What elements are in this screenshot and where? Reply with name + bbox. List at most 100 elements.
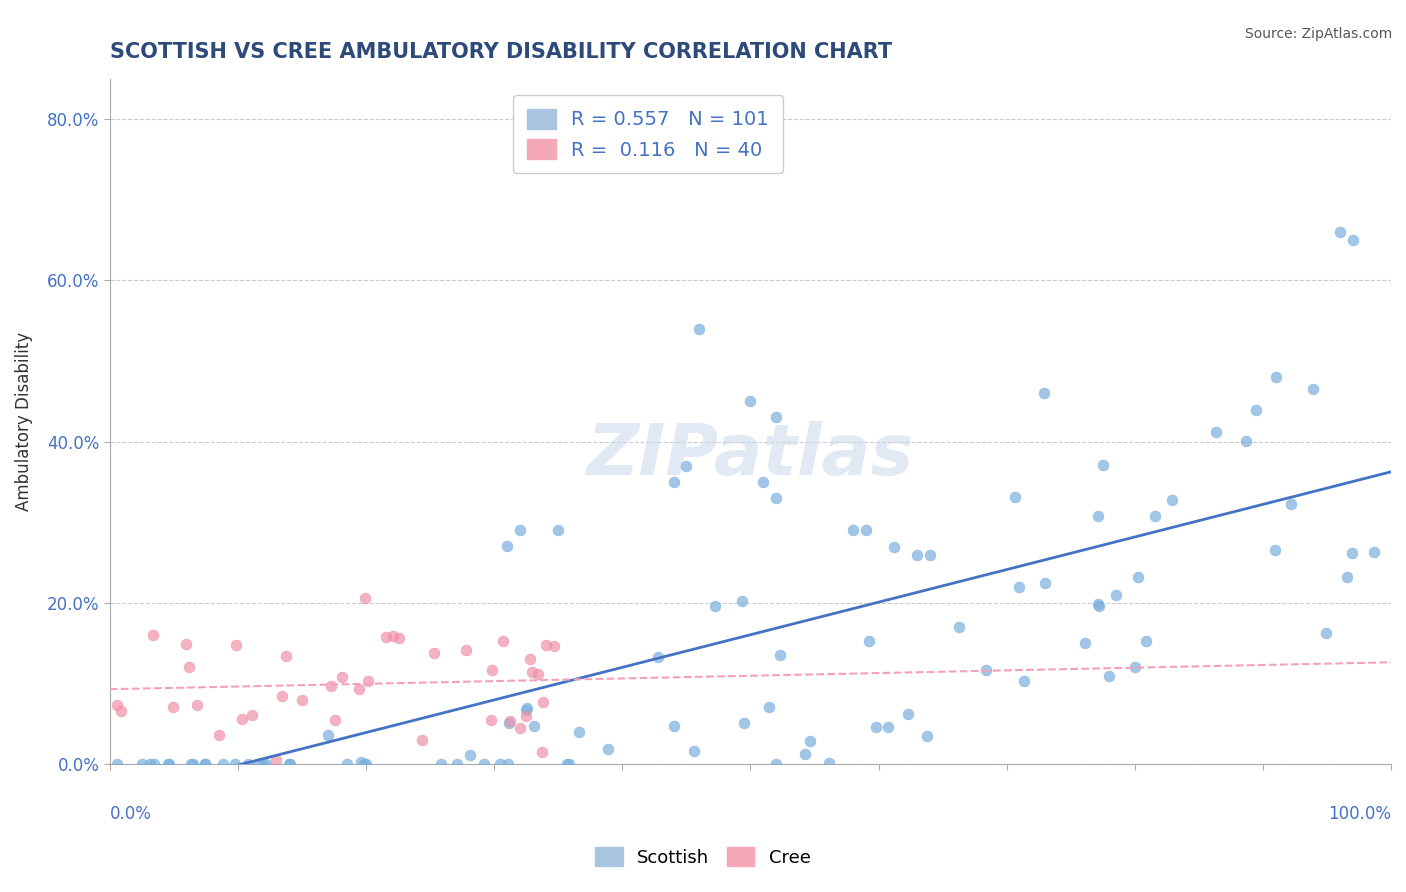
Point (105, 698, 128, 712)
Point (596, 742, 619, 756)
Point (526, 666, 548, 681)
Point (236, 757, 259, 772)
Point (531, 695, 554, 709)
Point (1244, 403, 1267, 417)
Point (515, 709, 537, 723)
Point (1362, 545, 1385, 559)
Point (683, 744, 706, 758)
Point (1012, 673, 1035, 688)
Point (280, 757, 302, 772)
Point (374, 630, 396, 644)
Point (509, 721, 531, 735)
Point (855, 524, 877, 538)
Point (1205, 425, 1227, 439)
Point (647, 649, 669, 664)
Point (858, 634, 880, 648)
Point (794, 747, 817, 761)
Point (1135, 634, 1157, 648)
Point (481, 663, 503, 677)
Point (758, 699, 780, 714)
Text: ZIPatlas: ZIPatlas (586, 421, 914, 491)
Point (179, 659, 201, 673)
Point (247, 757, 270, 772)
Point (877, 720, 900, 734)
Point (1073, 636, 1095, 650)
Point (186, 698, 208, 712)
Point (520, 665, 543, 679)
Point (142, 757, 165, 772)
Point (765, 757, 787, 772)
Point (157, 757, 180, 772)
Point (350, 755, 373, 769)
Point (430, 757, 453, 772)
Text: SCOTTISH VS CREE AMBULATORY DISABILITY CORRELATION CHART: SCOTTISH VS CREE AMBULATORY DISABILITY C… (110, 42, 891, 62)
Point (523, 719, 546, 733)
Point (496, 540, 519, 554)
Point (555, 757, 578, 772)
Text: 0.0%: 0.0% (110, 805, 152, 823)
Y-axis label: Ambulatory Disability: Ambulatory Disability (15, 332, 32, 511)
Point (231, 712, 253, 726)
Point (733, 715, 755, 730)
Point (1123, 660, 1146, 674)
Point (897, 707, 920, 722)
Point (662, 475, 685, 489)
Point (768, 648, 790, 663)
Point (336, 757, 359, 772)
Point (181, 757, 204, 772)
Point (842, 524, 865, 538)
Point (225, 638, 247, 652)
Point (1315, 625, 1337, 640)
Point (765, 491, 787, 505)
Point (1004, 490, 1026, 504)
Point (1087, 597, 1109, 611)
Point (1032, 385, 1054, 400)
Point (752, 475, 775, 489)
Text: 100.0%: 100.0% (1329, 805, 1391, 823)
Point (818, 756, 841, 770)
Legend: Scottish, Cree: Scottish, Cree (588, 840, 818, 874)
Point (499, 714, 522, 729)
Point (496, 757, 519, 772)
Point (354, 757, 377, 772)
Point (139, 757, 162, 772)
Point (1336, 570, 1358, 584)
Point (1236, 434, 1258, 449)
Point (472, 757, 495, 772)
Point (388, 631, 411, 645)
Point (1091, 458, 1114, 472)
Point (323, 713, 346, 727)
Point (948, 620, 970, 634)
Point (519, 652, 541, 666)
Point (976, 663, 998, 677)
Point (905, 548, 928, 562)
Point (1264, 542, 1286, 557)
Point (208, 728, 231, 742)
Point (105, 757, 128, 772)
Point (291, 692, 314, 706)
Point (1302, 382, 1324, 396)
Point (865, 720, 887, 734)
Point (316, 728, 339, 742)
Point (357, 673, 380, 688)
Point (534, 638, 557, 652)
Point (180, 757, 202, 772)
Point (543, 640, 565, 654)
Point (353, 757, 375, 772)
Point (799, 734, 821, 748)
Point (319, 679, 342, 693)
Point (274, 649, 297, 664)
Point (156, 757, 179, 772)
Point (1105, 588, 1128, 602)
Point (731, 593, 754, 607)
Point (224, 757, 246, 772)
Point (568, 725, 591, 739)
Point (1088, 599, 1111, 613)
Point (212, 757, 235, 772)
Point (498, 715, 520, 730)
Point (1098, 668, 1121, 682)
Point (1008, 580, 1031, 594)
Point (675, 458, 697, 473)
Point (271, 690, 294, 704)
Point (194, 757, 217, 772)
